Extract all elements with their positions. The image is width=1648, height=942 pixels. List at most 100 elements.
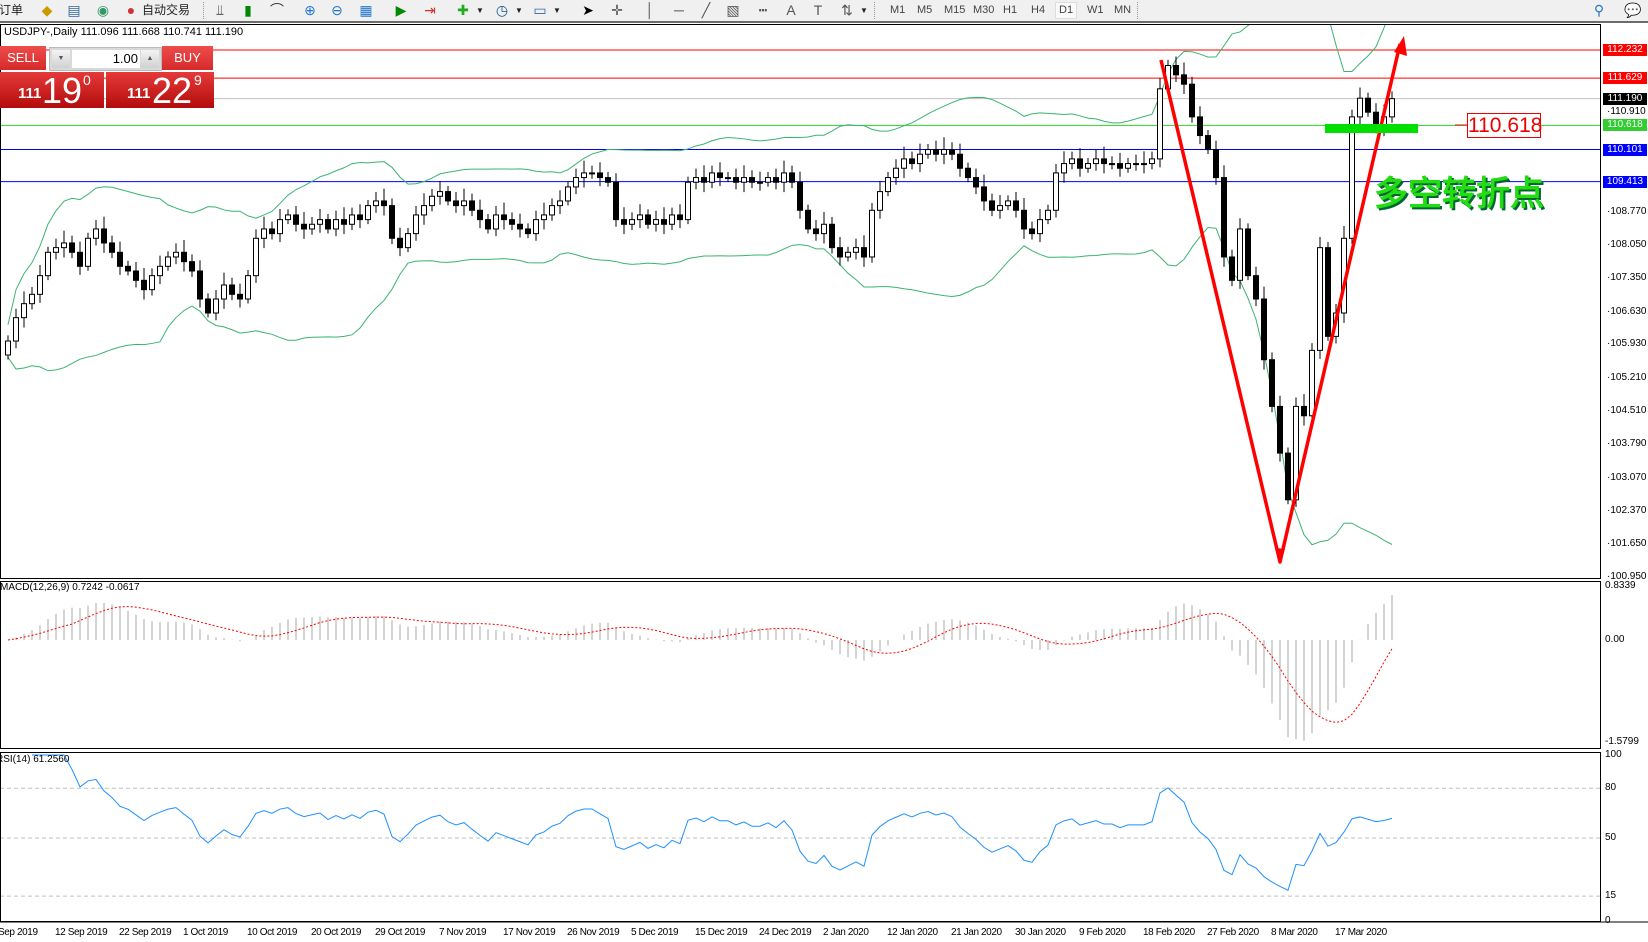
bullish-candle [1061,163,1067,174]
autotrading-button[interactable]: 自动交易 [142,3,191,17]
timeframe-m30[interactable]: M30 [973,4,995,16]
chart-shift-icon[interactable]: ⇥ [424,2,436,18]
bar-chart-icon[interactable]: ⫫ [216,2,224,18]
candlestick-icon[interactable]: ▮ [244,2,252,18]
navigator-icon[interactable]: ▤ [67,2,81,18]
bullish-candle [693,177,699,183]
arrows-icon[interactable]: ⇅ [841,2,853,18]
timeframe-h1[interactable]: H1 [1003,4,1018,16]
price-axis-label: ·103.070 [1607,471,1647,483]
buy-button[interactable]: BUY [162,46,213,70]
horizontal-line-icon[interactable]: ─ [674,2,684,18]
periods-icon[interactable]: ◷ [495,2,509,18]
timeframe-m15[interactable]: M15 [944,4,966,16]
price-axis-label: ·108.050 [1607,239,1647,251]
templates-dropdown-icon[interactable]: ▼ [553,6,561,15]
turning-point-annotation[interactable]: 多空转折点 [1374,174,1544,214]
date-axis-label: 7 Nov 2019 [439,927,487,938]
price-annotation-box[interactable]: 110.618 [1467,113,1543,138]
sell-button[interactable]: SELL [0,46,46,70]
bearish-candle [125,265,131,272]
timeframe-h4[interactable]: H4 [1031,4,1046,16]
bullish-candle [893,167,899,179]
tile-windows-icon[interactable]: ▦ [359,2,373,18]
bullish-candle [853,247,859,253]
bullish-candle [541,214,547,221]
vertical-line-icon[interactable]: │ [645,2,655,18]
bullish-candle [285,214,291,221]
bullish-candle [941,149,947,155]
bullish-candle [1389,98,1395,118]
lot-decrease-icon[interactable]: ▼ [52,50,70,68]
arrow-head-icon [1276,548,1285,564]
bullish-candle [53,247,59,253]
folder-icon[interactable]: ◆ [41,2,53,18]
bearish-candle [597,172,603,179]
templates-icon[interactable]: ▭ [533,2,547,18]
lot-size-input[interactable]: 1.00 [72,50,140,68]
date-axis-label: 24 Dec 2019 [759,927,812,938]
chat-icon[interactable]: 💬 [1624,2,1642,18]
price-level-label: 111.190 [1603,92,1647,105]
indicators-dropdown-icon[interactable]: ▼ [476,6,484,15]
buy-price-box[interactable]: 111 22 9 [106,70,214,111]
fibo-channel-icon[interactable]: ▧ [726,2,740,18]
bullish-candle [437,191,443,197]
bullish-candle [581,172,587,179]
price-level-label: 109.413 [1603,175,1647,188]
bullish-candle [685,181,691,221]
bearish-candle [1325,247,1331,337]
buy-price-prefix: 111 [127,85,151,102]
search-icon[interactable]: ⚲ [1593,2,1605,18]
lot-size-stepper: ▼ 1.00 ▲ [49,47,162,71]
macd-signal-line [7,606,1393,723]
bearish-candle [861,247,867,258]
bullish-candle [741,177,747,183]
zoom-in-icon[interactable]: ⊕ [304,2,316,18]
bearish-candle [301,223,307,230]
chart-frame [0,24,1648,923]
bullish-candle [5,340,11,356]
timeframe-mn[interactable]: MN [1114,4,1132,16]
periods-dropdown-icon[interactable]: ▼ [515,6,523,15]
cursor-icon[interactable]: ➤ [582,2,594,18]
bearish-candle [381,200,387,207]
bearish-candle [1189,83,1195,118]
arrows-dropdown-icon[interactable]: ▼ [860,6,868,15]
bearish-candle [205,298,211,314]
indicators-icon[interactable]: ✚ [457,2,469,18]
price-axis-label: ·101.650 [1607,538,1647,550]
bullish-candle [373,200,379,207]
bearish-candle [813,228,819,235]
trendline-icon[interactable]: ╱ [701,2,711,18]
timeframe-m5[interactable]: M5 [917,4,933,16]
bearish-candle [477,209,483,221]
date-axis-label: 18 Feb 2020 [1143,927,1195,938]
bearish-candle [77,251,83,267]
timeframe-m1[interactable]: M1 [890,4,906,16]
bullish-candle [549,205,555,216]
chart-symbol-header: USDJPY-,Daily 111.096 111.668 110.741 11… [4,26,244,38]
autoscroll-icon[interactable]: ▶ [395,2,407,18]
bearish-candle [717,172,723,179]
timeframe-d1[interactable]: D1 [1055,2,1078,19]
lot-increase-icon[interactable]: ▲ [141,50,159,68]
fibo-icon[interactable]: ┅ [758,2,768,18]
sell-price-box[interactable]: 111 19 0 [0,70,104,111]
bullish-candle [1045,209,1051,221]
timeframe-w1[interactable]: W1 [1087,4,1104,16]
new-order-button[interactable]: 新订单 [0,3,24,17]
chart-canvas[interactable] [0,23,1648,942]
price-level-label: 112.232 [1603,44,1647,56]
line-chart-icon[interactable]: ⌒ [270,2,284,18]
price-axis-label: ·102.370 [1607,504,1647,516]
signal-icon[interactable]: ◉ [96,2,110,18]
autotrading-icon[interactable]: ● [126,2,136,18]
zoom-out-icon[interactable]: ⊖ [331,2,343,18]
toolbar: 新订单 ◆ ▤ ◉ ● 自动交易 ⫫ ▮ ⌒ ⊕ ⊖ ▦ ▶ ⇥ ✚ ▼ ◷ ▼… [0,0,1648,23]
date-axis-label: 30 Jan 2020 [1015,927,1066,938]
text-icon[interactable]: A [786,2,796,18]
text-label-icon[interactable]: T [813,2,823,18]
crosshair-icon[interactable]: ✛ [611,2,623,18]
bullish-candle [573,177,579,188]
